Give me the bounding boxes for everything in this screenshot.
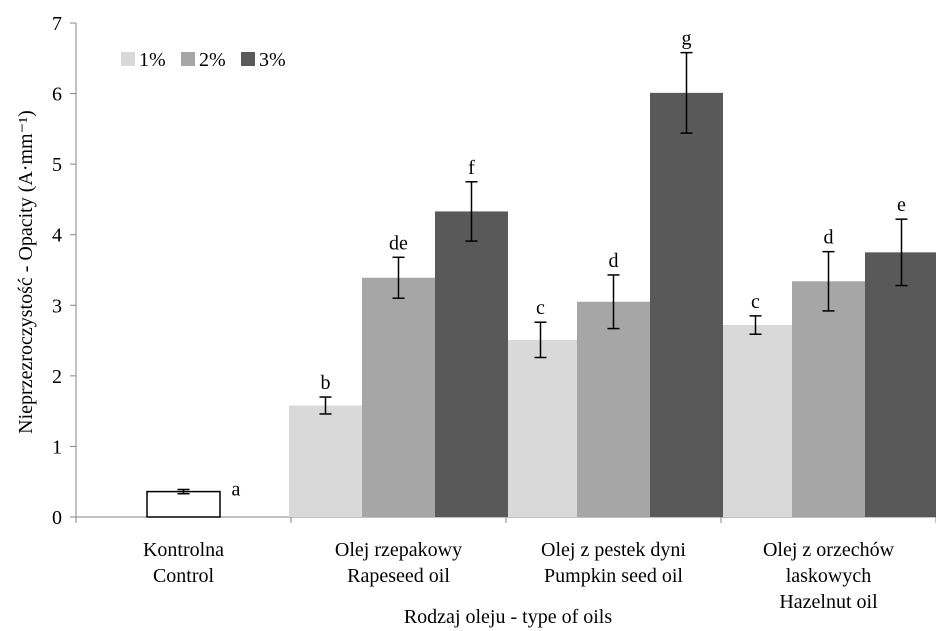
- category-label: Kontrolna: [143, 539, 224, 561]
- category-label: Olej rzepakowy: [335, 539, 462, 561]
- category-label: Pumpkin seed oil: [544, 565, 683, 587]
- legend-swatch: [241, 52, 255, 66]
- bar-3pct: [865, 252, 936, 517]
- significance-label: c: [751, 291, 760, 313]
- y-tick-label: 5: [52, 154, 62, 176]
- bar-3pct: [650, 92, 723, 517]
- category-label: Hazelnut oil: [779, 591, 878, 613]
- y-tick-label: 0: [52, 507, 62, 529]
- bar-2pct: [362, 277, 435, 517]
- bar-1pct: [504, 339, 577, 517]
- y-tick-label: 3: [52, 295, 62, 317]
- bar-control: [146, 490, 221, 518]
- legend-label: 1%: [139, 49, 166, 71]
- legend-label: 3%: [259, 49, 286, 71]
- bar-1pct: [719, 325, 792, 517]
- y-tick-label: 6: [52, 84, 62, 106]
- category-label: Rapeseed oil: [347, 565, 450, 587]
- bar-3pct: [435, 211, 508, 517]
- bar-1pct: [289, 405, 362, 517]
- significance-label: b: [321, 372, 331, 394]
- significance-label: e: [897, 194, 906, 216]
- legend-swatch: [121, 52, 135, 66]
- legend-label: 2%: [199, 49, 226, 71]
- y-tick-label: 1: [52, 436, 62, 458]
- significance-label: a: [232, 479, 241, 501]
- significance-label: c: [536, 297, 545, 319]
- significance-label: de: [389, 232, 408, 254]
- category-label: Olej z orzechów: [763, 539, 895, 561]
- axes: 0 1 2 3 4 5 6 7 Kontrolna Control Olej rzepakowy Ra…: [52, 13, 936, 613]
- legend-swatch: [181, 52, 195, 66]
- bar-2pct: [577, 301, 650, 517]
- category-label: Control: [153, 565, 215, 587]
- y-tick-label: 4: [52, 225, 62, 247]
- y-tick-label: 7: [52, 13, 62, 35]
- significance-label: d: [824, 227, 834, 249]
- legend: 1% 2% 3%: [121, 49, 286, 71]
- significance-label: g: [682, 28, 692, 50]
- bars: a b c c de d d f g e: [146, 28, 936, 518]
- y-tick-label: 2: [52, 366, 62, 388]
- significance-label: f: [468, 157, 475, 179]
- category-label: laskowych: [786, 565, 872, 587]
- y-axis-title: Nieprzezroczystość - Opacity (A·mm⁻¹): [15, 110, 37, 434]
- category-label: Olej z pestek dyni: [541, 539, 686, 561]
- significance-label: d: [609, 250, 619, 272]
- bar-2pct: [792, 281, 865, 517]
- x-axis-title: Rodzaj oleju - type of oils: [404, 606, 613, 628]
